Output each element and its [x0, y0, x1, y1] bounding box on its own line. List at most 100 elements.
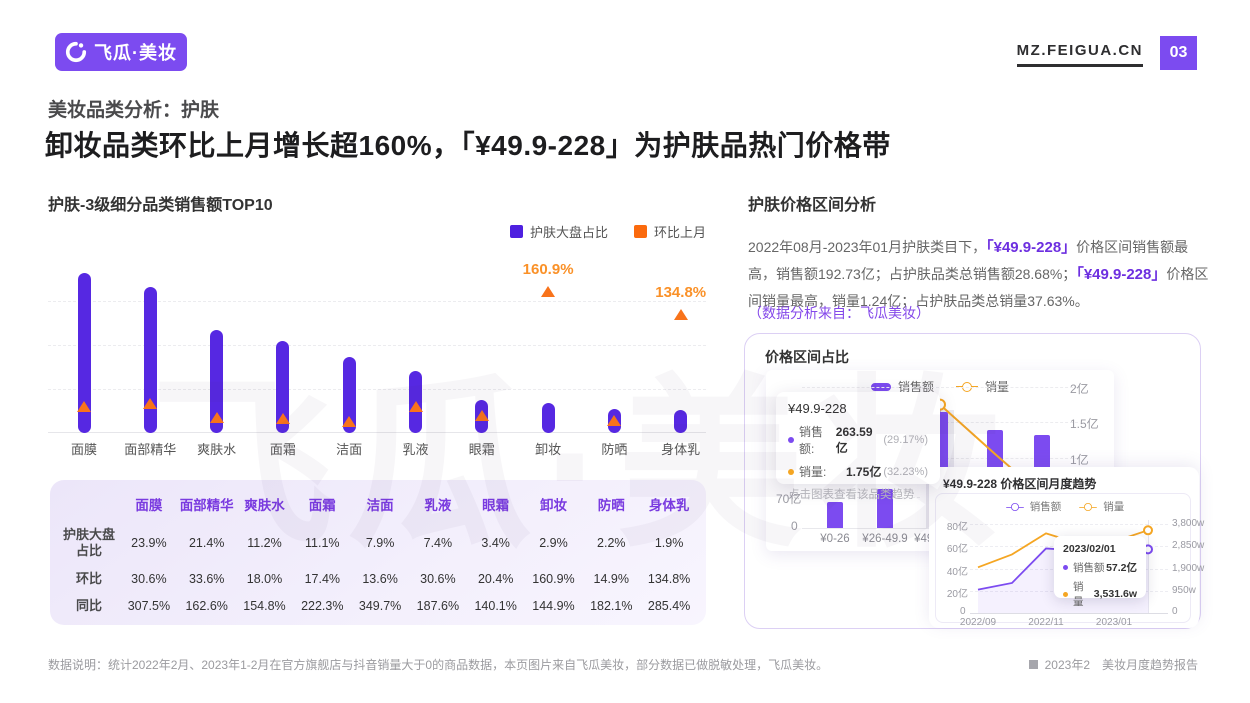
x-tick-label: 2022/11 [1028, 617, 1064, 628]
tooltip-value: 3,531.6w [1093, 588, 1137, 600]
tooltip-row-volume: 销量 3,531.6w [1063, 579, 1137, 609]
category-label: 卸妆 [535, 442, 562, 457]
legend-label: 护肤大盘占比 [529, 225, 608, 240]
site-url[interactable]: MZ.FEIGUA.CN [1016, 42, 1143, 67]
table-cell: 307.5% [127, 598, 171, 613]
trend-legend: 销售额 销量 [936, 499, 1192, 514]
bar-面部精华 [143, 287, 157, 433]
table-cell: 285.4% [647, 598, 691, 613]
price-card-title: 价格区间占比 [765, 349, 849, 365]
y-axis-left-label: 40亿 [946, 566, 968, 578]
table-cell: 154.8% [243, 598, 286, 613]
tooltip-value: 263.59亿 [835, 424, 873, 455]
category-label: 面部精华 [124, 442, 177, 457]
feigua-swirl-icon [65, 41, 87, 63]
y-axis-left-label: 60亿 [946, 544, 968, 556]
tooltip-label: 销售额: [799, 425, 824, 456]
trend-tooltip: 2023/02/01 销售额 57.2亿 销量 3,531.6w [1054, 536, 1146, 608]
legend-swatch-orange [633, 225, 647, 238]
grid-line [48, 300, 706, 302]
y-axis-right-label: 950w [1172, 584, 1196, 596]
mom-triangle-marker [541, 285, 556, 297]
mom-triangle-marker [474, 409, 489, 421]
paragraph-text: 2022年08月-2023年01月护肤类目下， [748, 239, 987, 255]
y-axis-right-label: 1,900w [1172, 562, 1205, 574]
tooltip-label: 销量 [1073, 581, 1084, 608]
category-label: 防晒 [601, 442, 628, 457]
y-axis-right-label: 2,850w [1172, 540, 1205, 552]
data-disclaimer: 数据说明：统计2022年2月、2023年1-2月在官方旗舰店与抖音销量大于0的商… [48, 658, 829, 672]
tooltip-title: ¥49.9-228 [788, 401, 847, 416]
price-range-label: ¥0-26 [820, 533, 850, 545]
table-cell: 17.4% [304, 572, 341, 586]
table-cell: 2.2% [597, 536, 626, 551]
legend-label: 环比上月 [653, 225, 706, 240]
grid-line [802, 387, 1078, 388]
report-tag: 2023年2 美妆月度趋势报告 [1028, 656, 1198, 673]
bar-洁面 [342, 357, 356, 433]
brand-logo: 飞瓜·美妆 [55, 33, 187, 71]
table-cell: 7.4% [423, 536, 453, 551]
legend-line-swatch [956, 381, 978, 392]
corner-cell [58, 486, 120, 521]
legend-label: 销量 [1103, 501, 1125, 513]
analysis-paragraph: 2022年08月-2023年01月护肤类目下，「¥49.9-228」价格区间销售… [748, 234, 1214, 315]
bar-面霜 [276, 341, 290, 433]
table-header-row: 面膜 面部精华 爽肤水 面霜 洁面 乳液 眼霜 卸妆 防晒 身体乳 [58, 486, 698, 521]
category-label: 面膜 [70, 442, 97, 457]
table-cell: 182.1% [590, 598, 633, 613]
table-cell: 23.9% [131, 536, 167, 551]
table-cell: 187.6% [416, 598, 460, 613]
y-axis-right-label: 1亿 [1070, 452, 1089, 467]
x-tick-label: 2023/01 [1095, 617, 1133, 628]
column-header: 面部精华 [179, 497, 234, 513]
category-label: 面霜 [269, 442, 296, 457]
grid-line [48, 344, 706, 346]
legend-item-sales: 销售额 [1004, 499, 1061, 514]
bar-卸妆 [541, 403, 555, 433]
purple-dot-icon [788, 437, 794, 443]
bar-面膜 [77, 273, 91, 433]
tooltip-row-sales: 销售额 57.2亿 [1063, 560, 1137, 575]
table-cell: 162.6% [185, 598, 228, 613]
x-tick-label: 2022/09 [959, 617, 997, 628]
table-cell: 2.9% [539, 536, 568, 551]
y-axis-left-label: 20亿 [946, 588, 968, 600]
table-cell: 21.4% [188, 536, 225, 551]
table-cell: 11.1% [305, 536, 340, 551]
table-cell: 13.6% [362, 572, 398, 586]
left-chart-x-axis: 面膜 面部精华 爽肤水 面霜 洁面 乳液 眼霜 卸妆 防晒 身体乳 [48, 439, 706, 457]
table-row: 同比 307.5% 162.6% 154.8% 222.3% 349.7% 187.6% 14… [58, 592, 698, 619]
yellow-dot-icon [788, 468, 794, 475]
legend-line-swatch [1079, 502, 1098, 511]
price-bar-¥0-26[interactable] [827, 502, 843, 528]
tooltip-pct: (29.17%) [883, 434, 928, 446]
category-label: 洁面 [336, 442, 363, 457]
table-row: 护肤大盘占比 23.9% 21.4% 11.2% 11.1% 7.9% 7.4% 3.4% 2.… [58, 521, 698, 566]
tooltip-label: 销量: [799, 465, 827, 479]
column-header: 爽肤水 [244, 497, 285, 513]
highlight-price-range: 「¥49.9-228」 [1076, 266, 1167, 283]
data-source-note: （数据分析来自：飞瓜美妆） [748, 305, 930, 321]
column-header: 乳液 [424, 497, 452, 513]
y-axis-zero-label: 0 [960, 606, 966, 617]
monthly-trend-chart[interactable]: 销售额 销量 80亿 3,800w 60亿 2,850w 40亿 1,900w 20亿 950… [935, 493, 1204, 628]
brand-logo-text: 飞瓜·美妆 [94, 43, 177, 63]
y-axis-left-label: 80亿 [946, 522, 968, 533]
legend-bar-swatch [870, 382, 891, 391]
y-axis-zero-label: 0 [1172, 606, 1178, 617]
category-label: 乳液 [402, 442, 429, 457]
price-bar-¥26-49.9[interactable] [877, 489, 893, 528]
column-header: 卸妆 [539, 497, 567, 513]
mom-callout-label: 134.8% [655, 284, 707, 302]
category-label: 身体乳 [661, 442, 701, 457]
x-axis-line [970, 613, 1168, 614]
column-header: 面霜 [308, 497, 336, 513]
mom-triangle-marker [209, 412, 224, 424]
right-section-title: 护肤价格区间分析 [748, 197, 877, 214]
table-cell: 3.4% [481, 536, 510, 551]
y-axis-left-label: 70亿 [776, 492, 802, 507]
mom-triangle-marker [342, 415, 357, 427]
mom-triangle-marker [607, 414, 622, 426]
